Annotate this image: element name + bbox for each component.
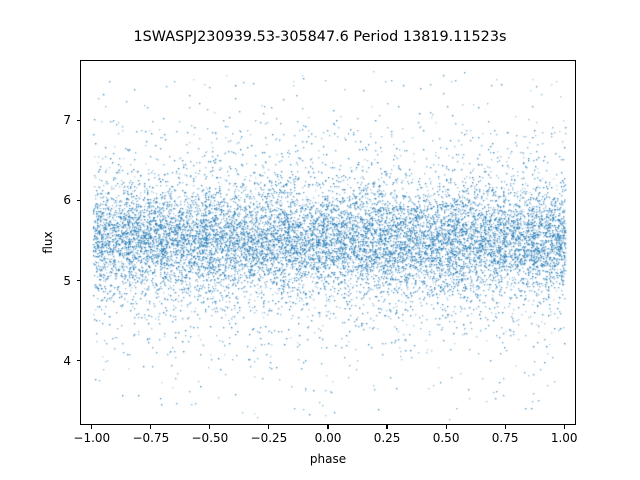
x-tick-mark	[504, 425, 506, 429]
x-tick-label: −0.50	[191, 431, 229, 445]
plot-axes-area	[80, 60, 576, 425]
y-tick-mark	[76, 280, 80, 282]
x-tick-mark	[209, 425, 211, 429]
x-tick-label: 1.00	[550, 431, 578, 445]
y-tick-mark	[76, 119, 80, 121]
x-tick-label: −1.00	[73, 431, 111, 445]
x-tick-mark	[386, 425, 388, 429]
y-axis-label: flux	[41, 231, 55, 254]
y-tick-label: 6	[63, 193, 71, 208]
x-tick-label: −0.25	[250, 431, 288, 445]
y-tick-mark	[76, 360, 80, 362]
x-tick-mark	[327, 425, 329, 429]
x-axis-label: phase	[309, 452, 347, 466]
x-tick-label: 0.00	[314, 431, 342, 445]
y-tick-mark	[76, 199, 80, 201]
x-tick-mark	[445, 425, 447, 429]
x-tick-mark	[91, 425, 93, 429]
x-tick-label: −0.75	[132, 431, 170, 445]
x-tick-label: 0.25	[373, 431, 401, 445]
scatter-plot-points	[81, 61, 575, 424]
x-tick-label: 0.75	[491, 431, 519, 445]
page-title: 1SWASPJ230939.53-305847.6 Period 13819.1…	[133, 29, 507, 45]
y-tick-label: 4	[63, 353, 71, 368]
y-tick-label: 7	[63, 113, 71, 128]
x-tick-mark	[563, 425, 565, 429]
x-tick-mark	[150, 425, 152, 429]
x-tick-label: 0.50	[432, 431, 460, 445]
x-tick-mark	[268, 425, 270, 429]
y-tick-label: 5	[63, 273, 71, 288]
